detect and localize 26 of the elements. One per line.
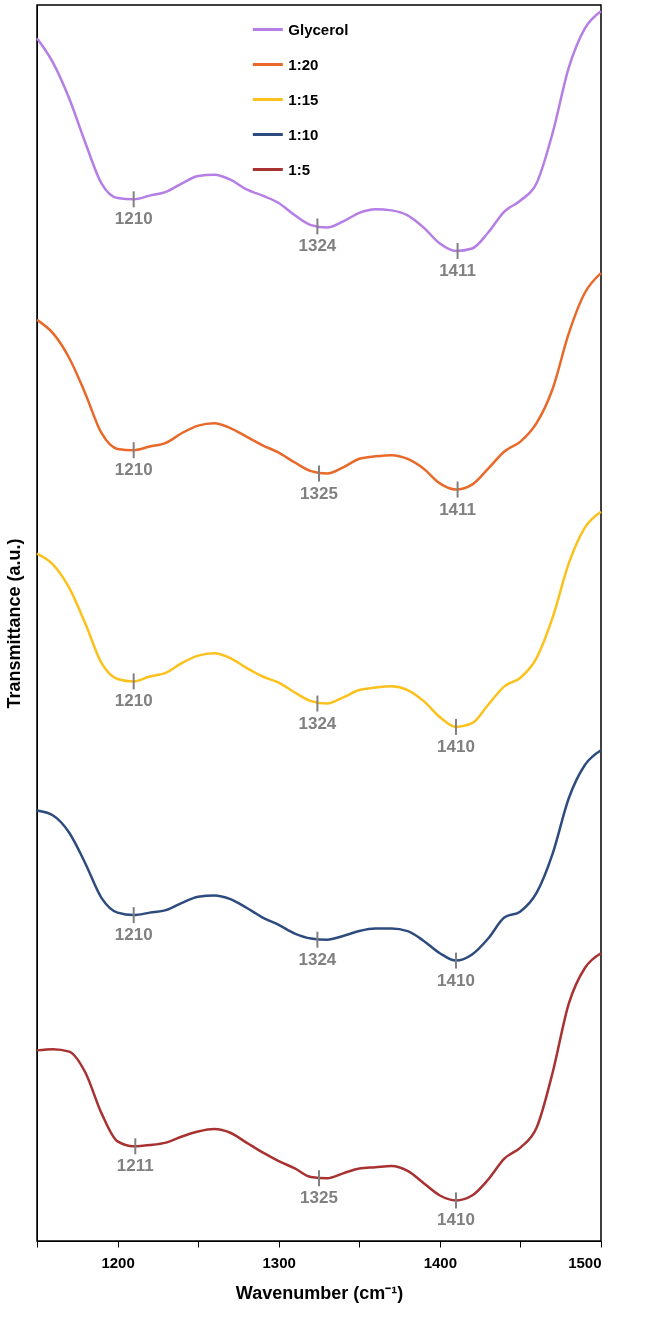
annotation: 1325 xyxy=(300,1188,338,1208)
annotation: 1411 xyxy=(439,499,477,519)
x-axis-title: Wavenumber (cm⁻¹) xyxy=(235,1282,404,1303)
x-tick-label: 1500 xyxy=(568,1253,602,1271)
annotation: 1210 xyxy=(114,209,153,229)
legend-label: 1:5 xyxy=(288,160,311,178)
annotation: 1410 xyxy=(437,736,475,756)
annotation: 1324 xyxy=(298,949,337,969)
annotation: 1210 xyxy=(114,460,153,480)
annotation: 1210 xyxy=(114,925,153,945)
annotation: 1325 xyxy=(300,483,338,503)
y-axis-title: Transmittance (a.u.) xyxy=(3,538,24,709)
annotation: 1324 xyxy=(298,713,337,733)
annotation: 1410 xyxy=(437,1210,475,1230)
legend-label: 1:10 xyxy=(288,125,319,143)
x-tick-label: 1300 xyxy=(262,1253,296,1271)
annotation: 1211 xyxy=(116,1156,154,1176)
annotation: 1411 xyxy=(439,260,477,280)
legend-label: Glycerol xyxy=(288,20,349,38)
annotation: 1410 xyxy=(437,970,475,990)
x-tick-label: 1200 xyxy=(101,1253,135,1271)
annotation: 1210 xyxy=(114,691,153,711)
legend-label: 1:15 xyxy=(288,90,319,108)
annotation: 1324 xyxy=(298,236,337,256)
legend-label: 1:20 xyxy=(288,55,319,73)
x-tick-label: 1400 xyxy=(423,1253,458,1271)
